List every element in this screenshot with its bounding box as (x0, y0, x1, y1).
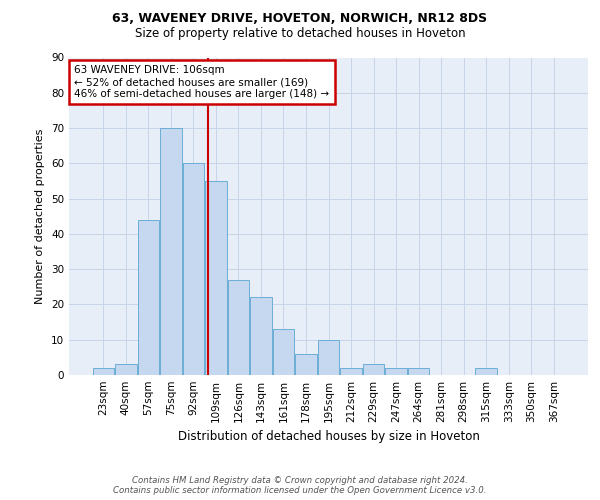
Bar (228, 280, 249, 375)
Bar (160, 128, 182, 375)
Bar (318, 340, 339, 375)
Text: 63, WAVENEY DRIVE, HOVETON, NORWICH, NR12 8DS: 63, WAVENEY DRIVE, HOVETON, NORWICH, NR1… (112, 12, 488, 26)
Text: Size of property relative to detached houses in Hoveton: Size of property relative to detached ho… (134, 28, 466, 40)
Text: Contains HM Land Registry data © Crown copyright and database right 2024.
Contai: Contains HM Land Registry data © Crown c… (113, 476, 487, 495)
Bar (363, 364, 384, 375)
Bar (205, 181, 227, 375)
Bar (295, 354, 317, 375)
Bar (385, 368, 407, 375)
Bar (182, 164, 204, 375)
Text: 63 WAVENEY DRIVE: 106sqm
← 52% of detached houses are smaller (169)
46% of semi-: 63 WAVENEY DRIVE: 106sqm ← 52% of detach… (74, 66, 329, 98)
Bar (475, 368, 497, 375)
Bar (137, 220, 159, 375)
Bar (250, 298, 272, 375)
Bar (273, 329, 294, 375)
Bar (115, 364, 137, 375)
Bar (340, 368, 362, 375)
Bar (408, 368, 429, 375)
X-axis label: Distribution of detached houses by size in Hoveton: Distribution of detached houses by size … (178, 430, 479, 444)
Bar (92, 368, 114, 375)
Y-axis label: Number of detached properties: Number of detached properties (35, 128, 46, 304)
